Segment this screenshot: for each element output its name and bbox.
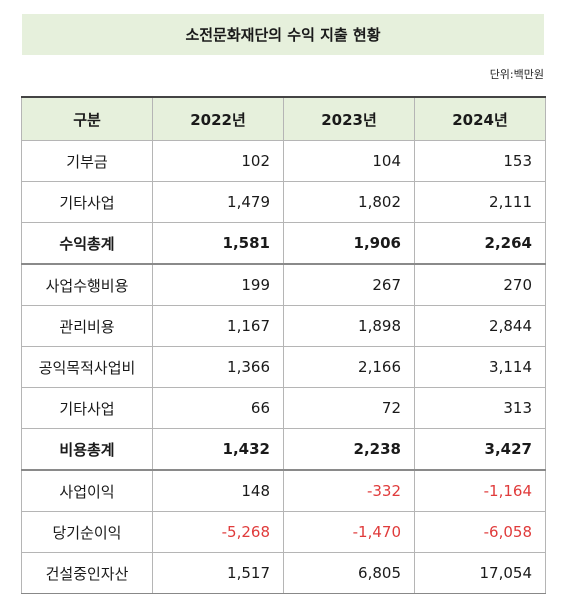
row-label: 당기순이익 bbox=[21, 511, 153, 553]
cell-2022: -5,268 bbox=[152, 511, 284, 553]
cell-2024: 3,427 bbox=[414, 428, 546, 471]
table-row: 공익목적사업비 1,366 2,166 3,114 bbox=[21, 346, 546, 388]
cell-2024: 270 bbox=[414, 263, 546, 306]
cell-2023: 2,238 bbox=[283, 428, 415, 471]
row-label: 사업이익 bbox=[21, 469, 153, 512]
cell-2023: 267 bbox=[283, 263, 415, 306]
cell-2022: 148 bbox=[152, 469, 284, 512]
cell-2023: -332 bbox=[283, 469, 415, 512]
cell-2023: 1,898 bbox=[283, 305, 415, 347]
row-label: 사업수행비용 bbox=[21, 263, 153, 306]
table-title-banner: 소전문화재단의 수익 지출 현황 bbox=[22, 14, 544, 55]
cell-2023: 1,906 bbox=[283, 222, 415, 265]
cell-2022: 1,432 bbox=[152, 428, 284, 471]
cell-2024: 153 bbox=[414, 140, 546, 182]
header-row: 구분 2022년 2023년 2024년 bbox=[21, 96, 546, 141]
row-label: 수익총계 bbox=[21, 222, 153, 265]
row-label: 비용총계 bbox=[21, 428, 153, 471]
header-2024: 2024년 bbox=[414, 96, 546, 141]
table-row-total: 비용총계 1,432 2,238 3,427 bbox=[21, 428, 546, 471]
cell-2022: 1,581 bbox=[152, 222, 284, 265]
table-row: 기타사업 1,479 1,802 2,111 bbox=[21, 181, 546, 223]
unit-note: 단위:백만원 bbox=[489, 68, 544, 81]
header-2023: 2023년 bbox=[283, 96, 415, 141]
row-label: 기부금 bbox=[21, 140, 153, 182]
cell-2024: 17,054 bbox=[414, 552, 546, 594]
table-row: 기타사업 66 72 313 bbox=[21, 387, 546, 429]
table-row: 관리비용 1,167 1,898 2,844 bbox=[21, 305, 546, 347]
table-row-total: 수익총계 1,581 1,906 2,264 bbox=[21, 222, 546, 265]
header-2022: 2022년 bbox=[152, 96, 284, 141]
cell-2022: 1,479 bbox=[152, 181, 284, 223]
table-row: 사업이익 148 -332 -1,164 bbox=[21, 469, 546, 512]
cell-2023: 72 bbox=[283, 387, 415, 429]
cell-2023: 6,805 bbox=[283, 552, 415, 594]
table-row: 건설중인자산 1,517 6,805 17,054 bbox=[21, 552, 546, 594]
cell-2024: 2,264 bbox=[414, 222, 546, 265]
cell-2022: 1,366 bbox=[152, 346, 284, 388]
table-title: 소전문화재단의 수익 지출 현황 bbox=[185, 26, 381, 44]
row-label: 기타사업 bbox=[21, 387, 153, 429]
row-label: 공익목적사업비 bbox=[21, 346, 153, 388]
table-row: 기부금 102 104 153 bbox=[21, 140, 546, 182]
financial-table: 구분 2022년 2023년 2024년 기부금 102 104 153 기타사… bbox=[21, 96, 546, 594]
cell-2023: 1,802 bbox=[283, 181, 415, 223]
cell-2022: 1,517 bbox=[152, 552, 284, 594]
cell-2022: 1,167 bbox=[152, 305, 284, 347]
cell-2024: 3,114 bbox=[414, 346, 546, 388]
cell-2022: 199 bbox=[152, 263, 284, 306]
cell-2024: -1,164 bbox=[414, 469, 546, 512]
row-label: 기타사업 bbox=[21, 181, 153, 223]
row-label: 관리비용 bbox=[21, 305, 153, 347]
cell-2024: 2,111 bbox=[414, 181, 546, 223]
table-row: 당기순이익 -5,268 -1,470 -6,058 bbox=[21, 511, 546, 553]
cell-2023: -1,470 bbox=[283, 511, 415, 553]
cell-2024: -6,058 bbox=[414, 511, 546, 553]
cell-2022: 66 bbox=[152, 387, 284, 429]
row-label: 건설중인자산 bbox=[21, 552, 153, 594]
cell-2023: 104 bbox=[283, 140, 415, 182]
header-category: 구분 bbox=[21, 96, 153, 141]
cell-2022: 102 bbox=[152, 140, 284, 182]
cell-2023: 2,166 bbox=[283, 346, 415, 388]
cell-2024: 313 bbox=[414, 387, 546, 429]
cell-2024: 2,844 bbox=[414, 305, 546, 347]
table-row: 사업수행비용 199 267 270 bbox=[21, 263, 546, 306]
